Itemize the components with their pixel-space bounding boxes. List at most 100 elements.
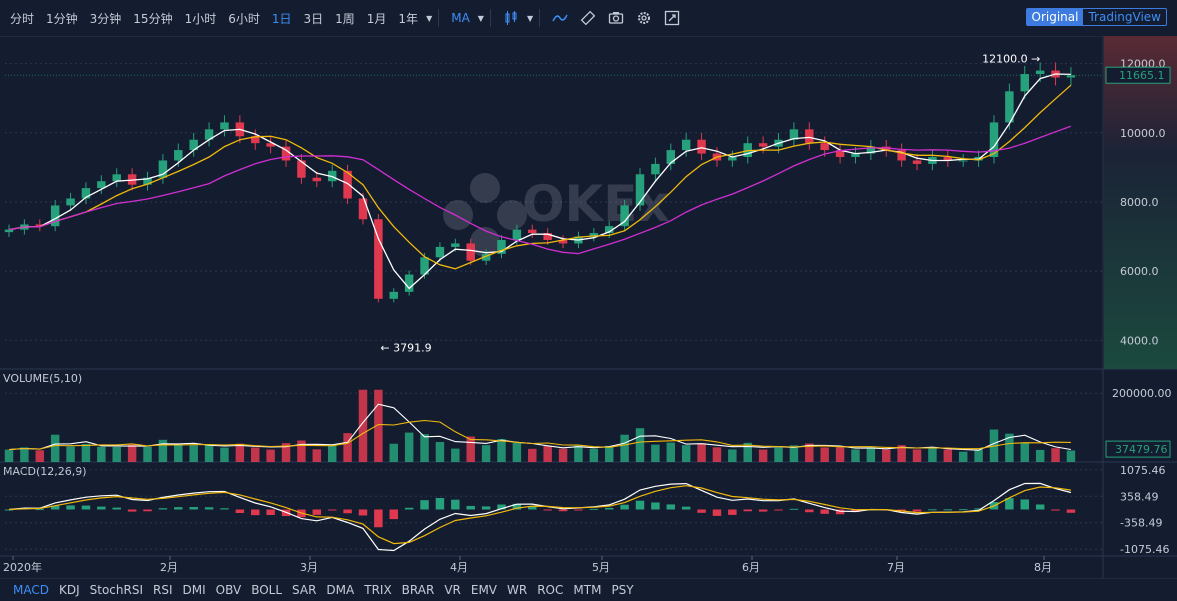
price-tick-label: 10000.0 (1120, 127, 1166, 140)
volume-bar (204, 445, 214, 462)
timeframe-6[interactable]: 1日 (271, 11, 292, 26)
indicator-group: MACD KDJ StochRSI RSI DMI OBV BOLL SAR DMA TRIX BR… (8, 583, 639, 597)
candle-type-icon[interactable] (503, 10, 519, 26)
logo-circle (443, 200, 473, 230)
x-tick-label: 2月 (160, 561, 178, 574)
gear-icon[interactable] (636, 10, 652, 26)
candle-body (820, 143, 829, 151)
view-tradingview-button[interactable]: TradingView (1088, 10, 1161, 24)
macd-bar (451, 499, 460, 510)
indicator-tab-roc[interactable]: ROC (537, 583, 564, 597)
indicator-tab-brar[interactable]: BRAR (401, 583, 435, 597)
indicator-tab-wr[interactable]: WR (507, 583, 528, 597)
low-price-annotation: ← 3791.9 (380, 341, 431, 354)
candle-body (266, 143, 275, 147)
camera-icon[interactable] (608, 10, 624, 26)
timeframe-1[interactable]: 1分钟 (46, 11, 78, 26)
candle-body (528, 229, 537, 234)
volume-bar (158, 439, 168, 462)
line-tool-icon[interactable] (552, 10, 568, 26)
candle-body (389, 291, 398, 299)
toolbar-divider (489, 9, 491, 27)
macd-bar (158, 508, 168, 510)
indicator-tab-rsi[interactable]: RSI (153, 583, 173, 597)
indicator-tab-dma[interactable]: DMA (326, 583, 355, 597)
macd-dea-line (8, 485, 1071, 545)
indicator-tab-dmi[interactable]: DMI (182, 583, 206, 597)
timeframe-5[interactable]: 6小时 (228, 11, 260, 26)
candle-body (620, 205, 629, 227)
macd-bar (204, 507, 214, 510)
indicator-tab-emv[interactable]: EMV (470, 583, 498, 597)
macd-bar (358, 509, 368, 516)
volume-bar (404, 432, 414, 462)
volume-bar (543, 445, 552, 462)
volume-bar (497, 438, 506, 462)
macd-bar (912, 509, 922, 512)
candle-body (989, 122, 999, 158)
logo-circle (497, 200, 527, 230)
macd-bar (174, 507, 183, 510)
candle-body (451, 243, 460, 247)
x-tick-label: 3月 (300, 561, 318, 574)
volume-bar (66, 446, 75, 462)
macd-tick-label: -1075.46 (1120, 543, 1169, 556)
volume-bar (651, 444, 660, 462)
indicator-tab-trix[interactable]: TRIX (364, 583, 392, 597)
study-selector[interactable]: MA (451, 11, 470, 25)
view-original-button[interactable]: Original (1026, 9, 1084, 25)
indicator-tab-vr[interactable]: VR (444, 583, 461, 597)
timeframe-10[interactable]: 1年 (398, 11, 419, 26)
macd-bar (758, 509, 768, 512)
indicator-tab-obv[interactable]: OBV (215, 583, 242, 597)
candle-body (604, 226, 614, 234)
macd-bar (389, 509, 398, 520)
toolbar-divider (539, 9, 541, 27)
timeframe-2[interactable]: 3分钟 (89, 11, 122, 26)
chevron-down-icon[interactable]: ▼ (477, 13, 484, 23)
timeframe-9[interactable]: 1月 (366, 11, 387, 26)
indicator-tab-sar[interactable]: SAR (292, 583, 317, 597)
macd-bar (697, 509, 706, 513)
volume-bar (435, 442, 445, 462)
candle-body (312, 177, 322, 182)
candle-body (635, 174, 645, 206)
candle-body (1066, 75, 1076, 78)
timeframe-0[interactable]: 分时 (10, 11, 35, 26)
candle-body (204, 129, 214, 140)
chevron-down-icon[interactable]: ▼ (526, 13, 534, 23)
macd-bar (112, 507, 121, 510)
candle-body (651, 163, 660, 175)
ruler-icon[interactable] (580, 10, 596, 26)
timeframe-8[interactable]: 1周 (335, 11, 355, 26)
candle-body (143, 177, 152, 185)
candle-body (35, 224, 45, 227)
indicator-tab-stochrsi[interactable]: StochRSI (89, 583, 144, 597)
volume-bar (697, 443, 706, 462)
price-chart[interactable]: 12000.010000.08000.06000.04000.0OKEx1210… (0, 36, 1177, 578)
candle-body (897, 150, 906, 161)
candle-body (589, 233, 599, 237)
indicator-tab-mtm[interactable]: MTM (573, 583, 602, 597)
indicator-tab-psy[interactable]: PSY (611, 583, 634, 597)
macd-tick-label: 358.49 (1120, 490, 1159, 503)
indicator-tab-boll[interactable]: BOLL (251, 583, 283, 597)
volume-bar (1066, 450, 1076, 462)
chevron-down-icon[interactable]: ▼ (426, 13, 433, 23)
indicator-tab-kdj[interactable]: KDJ (58, 583, 80, 597)
volume-bar (374, 389, 383, 462)
macd-bar (312, 509, 322, 515)
timeframe-7[interactable]: 3日 (303, 11, 324, 26)
fullscreen-icon[interactable] (664, 10, 680, 26)
volume-bar (574, 445, 583, 462)
timeframe-4[interactable]: 1小时 (184, 11, 217, 26)
volume-bar (1020, 442, 1030, 462)
volume-bar (481, 445, 491, 462)
macd-bar (728, 509, 737, 515)
indicator-tab-macd[interactable]: MACD (13, 583, 49, 597)
macd-bar (928, 509, 937, 511)
volume-bar (235, 443, 245, 462)
timeframe-3[interactable]: 15分钟 (133, 11, 173, 26)
candle-body (1035, 70, 1045, 75)
volume-title: VOLUME(5,10) (3, 372, 82, 385)
